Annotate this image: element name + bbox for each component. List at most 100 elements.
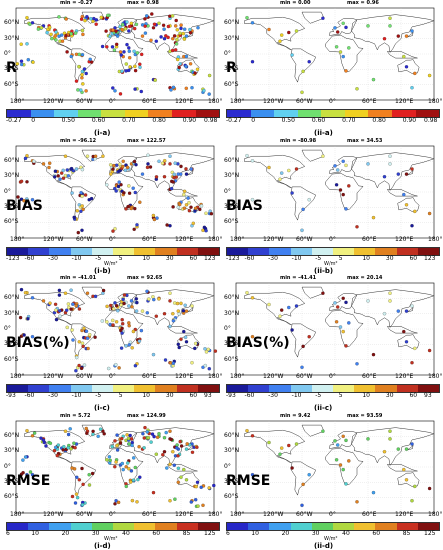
station-marker bbox=[159, 35, 163, 39]
station-marker bbox=[341, 467, 345, 471]
station-marker bbox=[108, 322, 112, 327]
colorbar-segment bbox=[269, 522, 291, 530]
station-marker bbox=[64, 34, 68, 38]
station-marker bbox=[87, 333, 92, 337]
colorbar-segment bbox=[30, 110, 55, 117]
station-marker bbox=[168, 429, 172, 433]
station-marker bbox=[117, 168, 121, 173]
lon-tick-label: 120°E bbox=[395, 510, 414, 518]
colorbar-segment bbox=[124, 110, 149, 117]
min-value: min = -80.98 bbox=[280, 137, 317, 144]
station-marker bbox=[287, 168, 291, 172]
station-marker bbox=[344, 344, 348, 348]
station-marker bbox=[23, 291, 28, 295]
station-marker bbox=[56, 442, 61, 447]
station-marker bbox=[165, 465, 169, 470]
station-marker bbox=[66, 445, 70, 450]
lat-tick-label: 60°N bbox=[224, 294, 240, 302]
station-marker bbox=[132, 159, 137, 163]
colorbar-tick: 123 bbox=[424, 254, 436, 262]
station-marker bbox=[129, 468, 134, 473]
station-marker bbox=[189, 204, 193, 209]
station-marker bbox=[172, 172, 176, 176]
station-marker bbox=[185, 441, 189, 446]
station-marker bbox=[81, 344, 85, 349]
coastline bbox=[166, 463, 198, 471]
station-marker bbox=[145, 165, 150, 169]
colorbar-segment bbox=[7, 110, 31, 117]
station-marker bbox=[182, 37, 187, 41]
station-marker bbox=[413, 484, 417, 488]
colorbar-segment bbox=[28, 247, 50, 255]
station-marker bbox=[148, 164, 153, 169]
lat-tick-label: 60°N bbox=[4, 19, 20, 27]
station-marker bbox=[19, 197, 24, 201]
station-marker bbox=[69, 166, 74, 170]
station-marker bbox=[127, 29, 131, 33]
station-marker bbox=[187, 200, 191, 204]
station-marker bbox=[63, 429, 68, 433]
station-marker bbox=[81, 82, 85, 86]
metric-title: R bbox=[6, 60, 17, 76]
station-marker bbox=[22, 198, 26, 202]
station-marker bbox=[114, 459, 118, 464]
colorbar bbox=[6, 109, 220, 118]
station-marker bbox=[127, 24, 132, 29]
max-value: max = 34.53 bbox=[347, 137, 383, 144]
station-marker bbox=[163, 358, 168, 362]
station-marker bbox=[44, 443, 48, 448]
lon-tick-label: 60°W bbox=[296, 510, 313, 518]
station-marker bbox=[179, 474, 183, 479]
station-marker bbox=[410, 304, 414, 308]
lat-tick-label: 60°S bbox=[224, 355, 239, 363]
colorbar-segment bbox=[368, 110, 392, 117]
station-marker bbox=[125, 42, 129, 47]
station-marker bbox=[175, 28, 179, 32]
station-marker bbox=[307, 60, 311, 64]
panel-2-right: min = -41.41 max = 20.14 60°N 30°N 0° 30°S 60°… bbox=[222, 275, 442, 412]
panel-label: (i-b) bbox=[94, 266, 111, 275]
colorbar-segment bbox=[155, 522, 177, 530]
station-marker bbox=[117, 179, 121, 184]
station-marker bbox=[105, 320, 109, 324]
station-marker bbox=[150, 431, 155, 436]
station-marker bbox=[124, 344, 128, 348]
station-marker bbox=[172, 34, 177, 38]
station-marker bbox=[15, 62, 19, 66]
station-marker bbox=[30, 21, 35, 25]
station-marker bbox=[162, 435, 167, 439]
station-marker bbox=[60, 170, 64, 175]
station-marker bbox=[177, 312, 181, 316]
colorbar-tick: -10 bbox=[71, 254, 82, 262]
colorbar-segment bbox=[375, 522, 397, 530]
station-marker bbox=[334, 457, 339, 462]
station-marker bbox=[204, 228, 208, 232]
lon-tick-label: 180° bbox=[10, 373, 25, 380]
world-map bbox=[15, 7, 215, 101]
station-marker bbox=[69, 307, 73, 311]
lon-tick-label: 180° bbox=[10, 510, 25, 518]
colorbar-segment bbox=[354, 385, 376, 392]
colorbar-segment bbox=[269, 385, 291, 392]
colorbar-tick: 10 bbox=[362, 254, 370, 262]
station-marker bbox=[427, 211, 432, 215]
station-marker bbox=[190, 360, 194, 365]
lat-tick-label: 30°N bbox=[224, 34, 240, 42]
station-marker bbox=[177, 345, 181, 350]
station-marker bbox=[23, 156, 28, 160]
station-marker bbox=[168, 462, 172, 466]
colorbar-tick: -0.27 bbox=[6, 117, 22, 124]
station-marker bbox=[85, 431, 89, 435]
lat-tick-label: 0° bbox=[4, 50, 11, 57]
station-marker bbox=[404, 477, 409, 482]
station-marker bbox=[53, 169, 58, 173]
station-marker bbox=[115, 447, 120, 452]
station-marker bbox=[172, 463, 176, 467]
station-marker bbox=[48, 301, 52, 305]
station-marker bbox=[120, 69, 124, 74]
world-map bbox=[15, 145, 215, 238]
station-marker bbox=[32, 430, 37, 435]
station-marker bbox=[139, 328, 144, 333]
station-marker bbox=[300, 228, 304, 232]
panel-3-right: min = 9.42 max = 93.59 60°N 30°N 0° 30°S 60°S 1… bbox=[222, 413, 442, 550]
